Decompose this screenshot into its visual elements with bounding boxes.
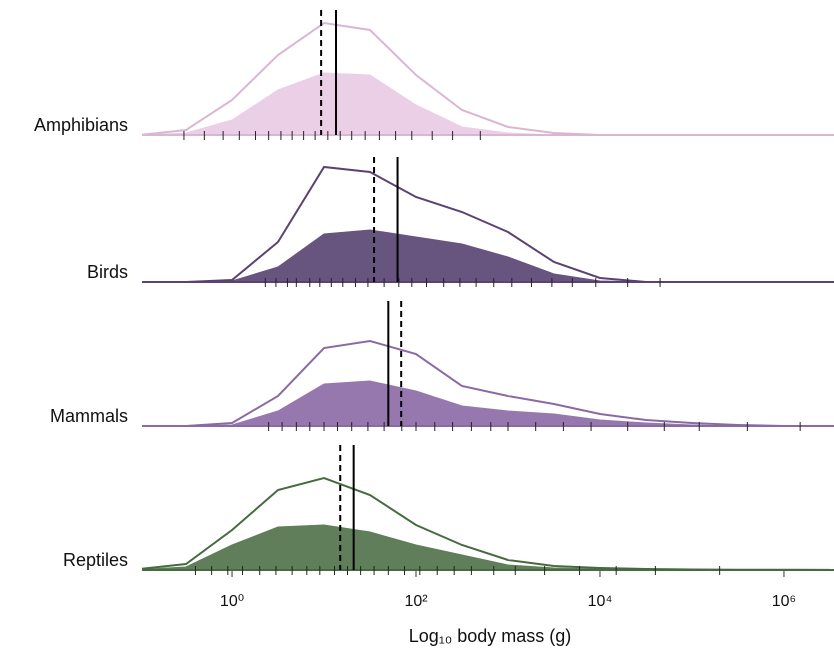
x-axis-label: Log₁₀ body mass (g)	[409, 626, 572, 646]
density-fill	[142, 380, 830, 427]
panel	[142, 157, 834, 287]
plot-area	[142, 10, 834, 575]
x-tick-label: 10⁶	[772, 593, 796, 610]
panel-label: Birds	[87, 262, 128, 282]
panel-label: Mammals	[50, 406, 128, 426]
panel-label: Amphibians	[34, 115, 128, 135]
density-outline	[142, 339, 830, 427]
x-tick-label: 10²	[404, 593, 428, 610]
panel	[142, 445, 834, 575]
density-fill	[142, 229, 830, 283]
density-fill	[142, 524, 830, 571]
x-tick-label: 10⁴	[588, 593, 613, 610]
x-tick-label: 10⁰	[220, 593, 244, 610]
density-fill	[142, 72, 830, 136]
panel-label: Reptiles	[63, 550, 128, 570]
panel	[142, 301, 834, 431]
panel	[142, 10, 834, 140]
